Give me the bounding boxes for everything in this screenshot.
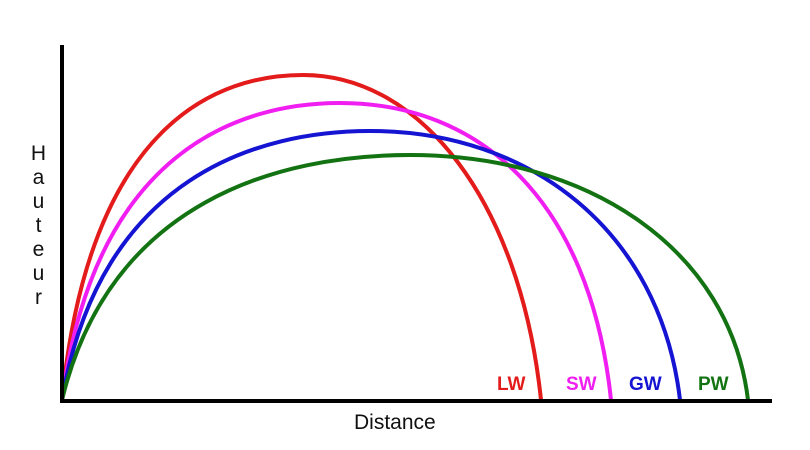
trajectory-label: SW bbox=[566, 374, 597, 395]
trajectory-curve bbox=[60, 128, 682, 401]
trajectory-label: GW bbox=[629, 374, 662, 395]
trajectory-curve bbox=[60, 100, 613, 401]
trajectory-label: PW bbox=[698, 374, 729, 395]
trajectory-curve bbox=[60, 152, 750, 401]
x-axis-label: Distance bbox=[354, 411, 436, 434]
trajectory-curve bbox=[60, 72, 543, 401]
trajectory-label: LW bbox=[497, 374, 526, 395]
y-axis-label: Hauteur bbox=[27, 142, 50, 310]
